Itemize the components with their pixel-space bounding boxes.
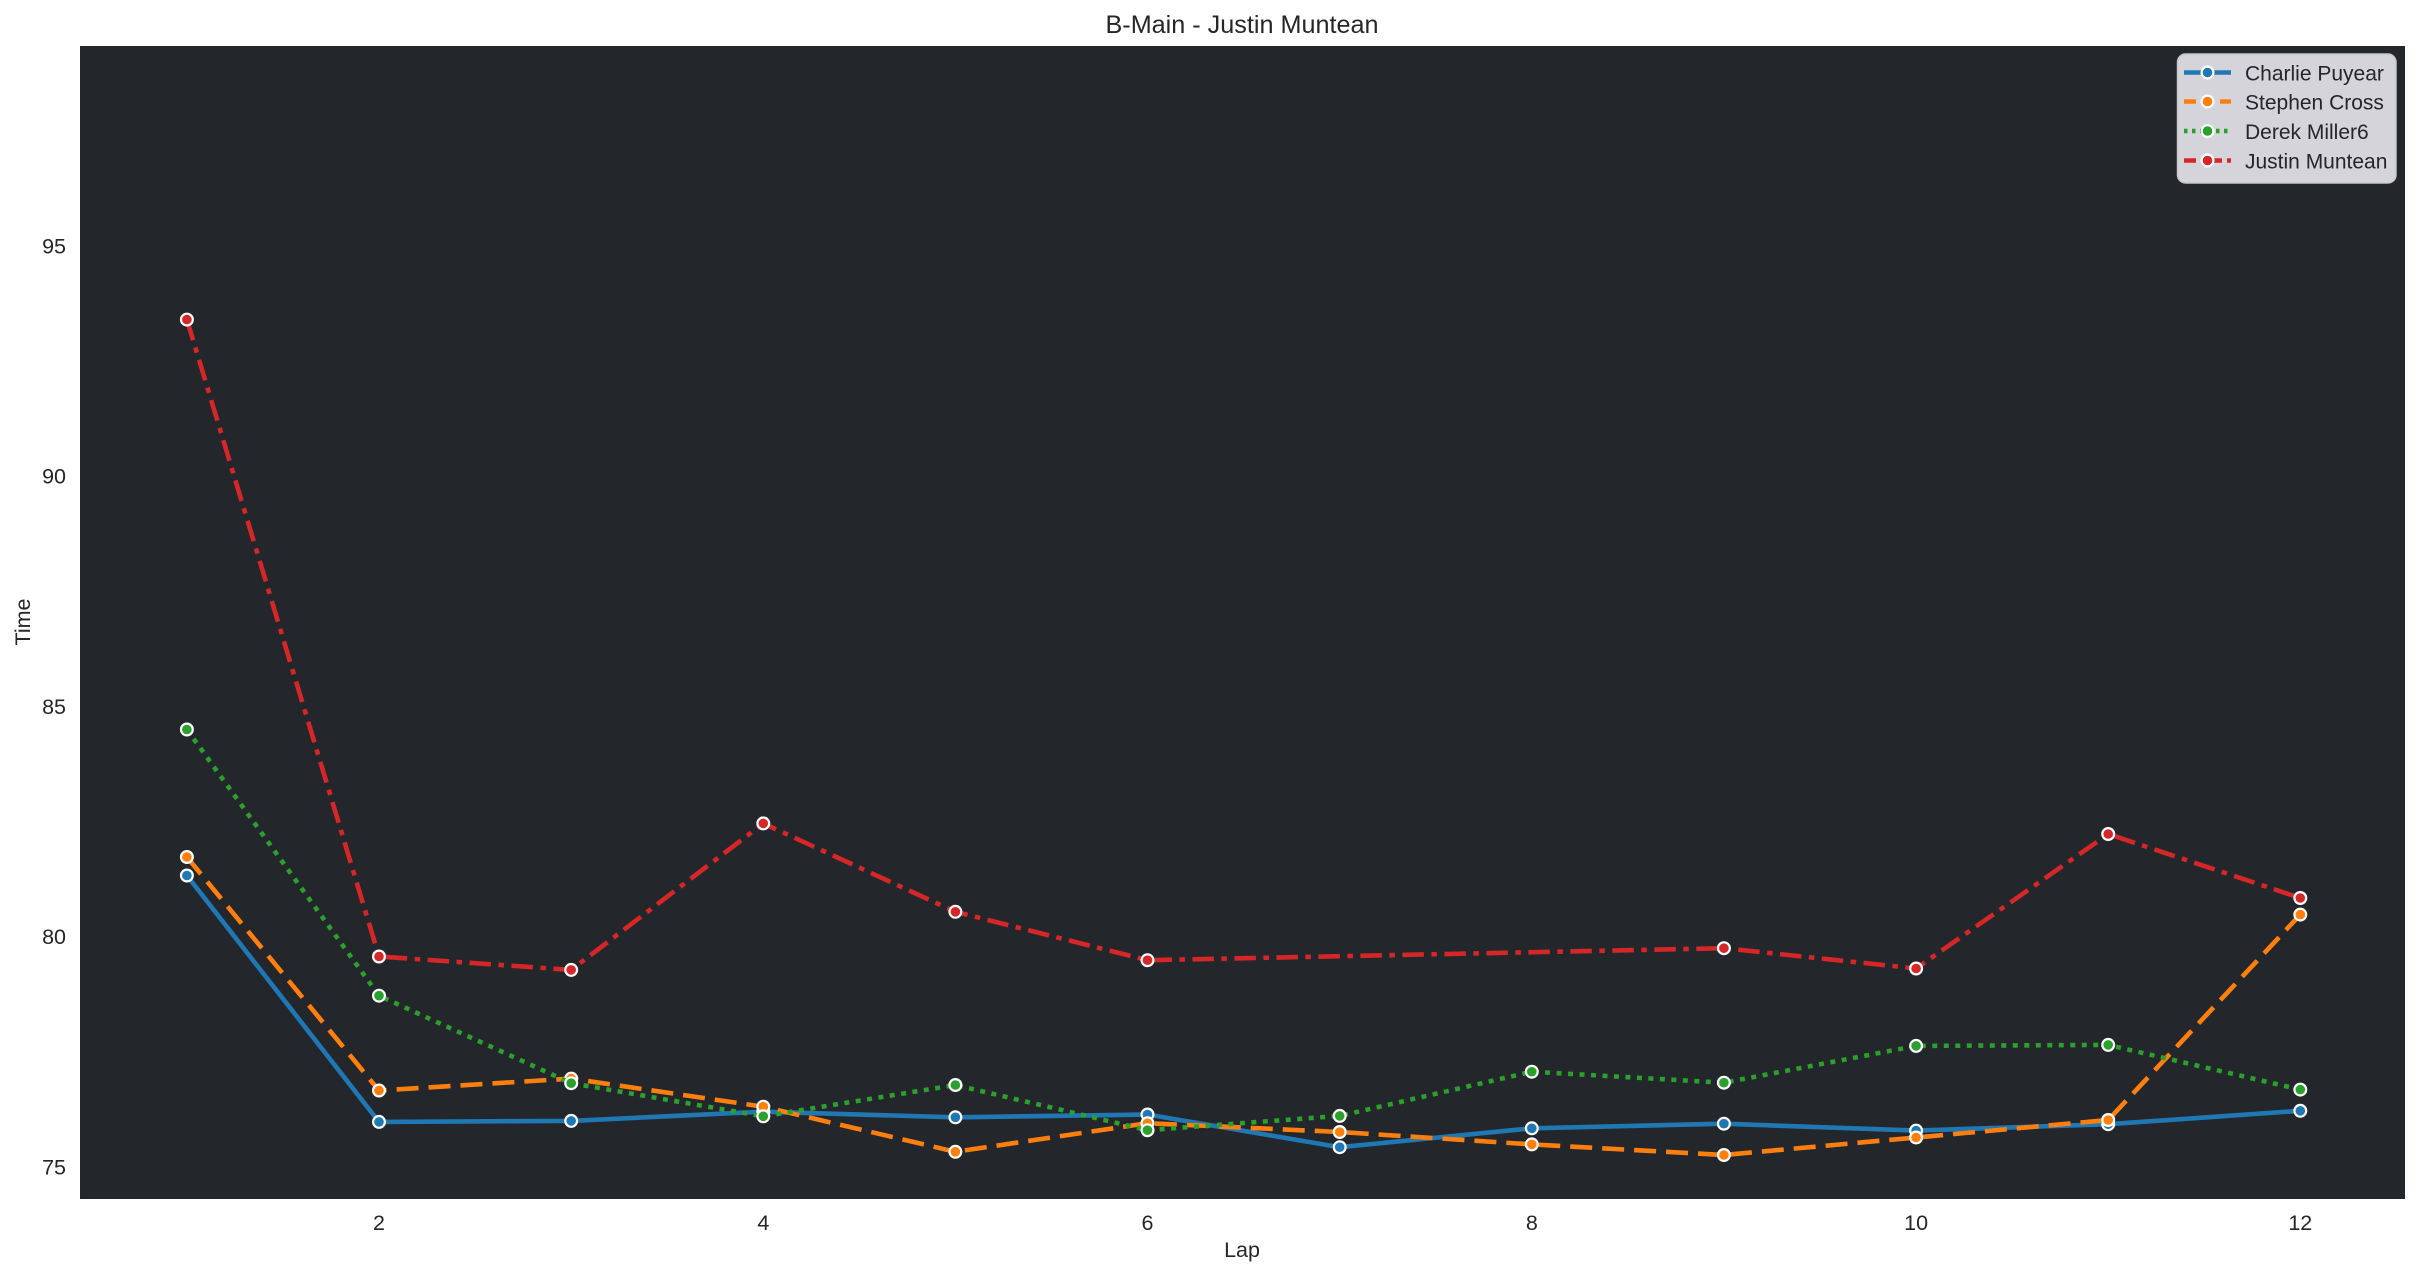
svg-text:2: 2 [373,1211,385,1235]
svg-text:Lap: Lap [1224,1238,1260,1262]
svg-text:8: 8 [1526,1211,1538,1235]
svg-text:85: 85 [42,695,66,719]
svg-text:Derek Miller6: Derek Miller6 [2245,121,2369,144]
svg-text:Time: Time [11,599,35,646]
svg-text:4: 4 [757,1211,769,1235]
svg-text:Justin Muntean: Justin Muntean [2245,151,2387,174]
svg-text:B-Main - Justin Muntean: B-Main - Justin Muntean [1106,11,1379,39]
svg-text:75: 75 [42,1156,66,1180]
svg-text:Stephen Cross: Stephen Cross [2245,92,2384,115]
svg-text:90: 90 [42,465,66,489]
svg-text:10: 10 [1904,1211,1928,1235]
svg-text:Charlie Puyear: Charlie Puyear [2245,63,2384,86]
svg-text:95: 95 [42,234,66,258]
svg-text:80: 80 [42,925,66,949]
svg-text:6: 6 [1142,1211,1154,1235]
svg-text:12: 12 [2288,1211,2312,1235]
